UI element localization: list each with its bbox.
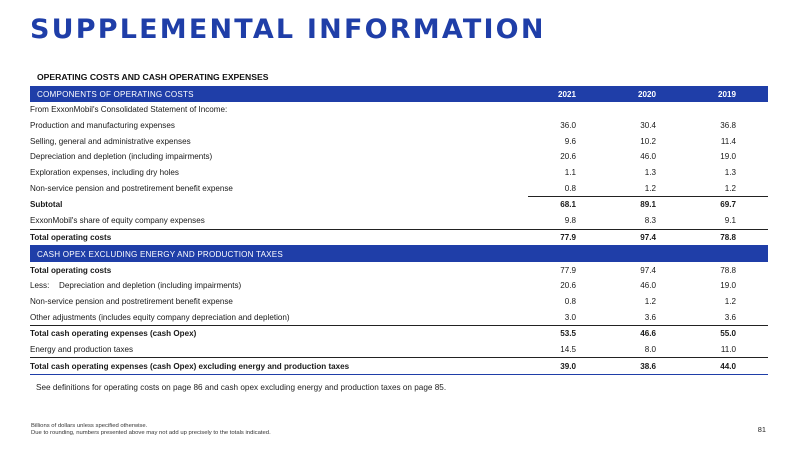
cell-value: 36.0 [560, 121, 576, 131]
cell-value: 14.5 [528, 341, 608, 359]
footnote: Billions of dollars unless specified oth… [31, 423, 148, 429]
row-label: Non-service pension and postretirement b… [30, 296, 233, 306]
cell-value: 69.7 [688, 196, 768, 213]
table-row: Selling, general and administrative expe… [30, 133, 768, 149]
cell-value: 36.8 [720, 121, 736, 131]
less-prefix: Less: [30, 281, 50, 291]
footnotes: Billions of dollars unless specified oth… [31, 423, 271, 438]
cell-value: 30.4 [640, 121, 656, 131]
cell-value: 19.0 [720, 152, 736, 162]
row-label: Depreciation and depletion (including im… [59, 281, 242, 291]
row-label: Exploration expenses, including dry hole… [30, 168, 179, 178]
cell-value: 89.1 [608, 196, 688, 213]
row-label-less: Less: Depreciation and depletion (includ… [30, 278, 528, 294]
cell-value: 44.0 [688, 357, 768, 375]
cell-value: 11.4 [720, 136, 736, 146]
cell-value: 1.2 [644, 296, 656, 306]
row-label: Total operating costs [30, 265, 112, 275]
cell-value: 3.6 [608, 309, 688, 326]
cell-value: 53.5 [560, 329, 576, 339]
year-header: 2020 [608, 86, 688, 102]
cell-value: 1.1 [564, 168, 576, 178]
cell-value: 20.6 [560, 152, 576, 162]
cell-value: 19.0 [720, 281, 736, 291]
row-label: Depreciation and depletion (including im… [30, 152, 213, 162]
row-label: From ExxonMobil's Consolidated Statement… [30, 105, 228, 115]
footnote: Due to rounding, numbers presented above… [31, 430, 271, 437]
section-header-cash-opex: CASH OPEX EXCLUDING ENERGY AND PRODUCTIO… [30, 245, 768, 263]
table-row: Other adjustments (includes equity compa… [30, 309, 768, 326]
table-row: Non-service pension and postretirement b… [30, 294, 768, 310]
cell-value: 1.2 [724, 296, 736, 306]
section-header-components: COMPONENTS OF OPERATING COSTS 2021 2020 … [30, 86, 768, 102]
row-label: Energy and production taxes [30, 341, 528, 359]
page-number: 81 [757, 425, 766, 434]
definitions-note: See definitions for operating costs on p… [36, 383, 447, 392]
cell-value: 77.9 [560, 265, 576, 275]
cell-value: 1.3 [644, 168, 656, 178]
year-header: 2019 [688, 86, 768, 102]
cell-value: 46.0 [640, 281, 656, 291]
year-header: 2021 [528, 86, 608, 102]
cell-value: 11.0 [688, 341, 768, 359]
table-row: From ExxonMobil's Consolidated Statement… [30, 102, 768, 118]
table-row: Total operating costs 77.9 97.4 78.8 [30, 262, 768, 278]
cell-value: 9.1 [688, 212, 768, 230]
cell-value: 3.0 [528, 309, 608, 326]
row-label: Total cash operating expenses (cash Opex… [30, 329, 197, 339]
subtotal-row: Subtotal 68.1 89.1 69.7 [30, 196, 768, 213]
total-row: Total cash operating expenses (cash Opex… [30, 357, 768, 375]
cell-value: 97.4 [608, 229, 688, 247]
row-label: Total cash operating expenses (cash Opex… [30, 357, 528, 375]
table-row: Exploration expenses, including dry hole… [30, 165, 768, 181]
cell-value: 39.0 [528, 357, 608, 375]
row-label: Other adjustments (includes equity compa… [30, 309, 528, 326]
page-title: SUPPLEMENTAL INFORMATION [30, 14, 546, 45]
cell-value: 78.8 [688, 229, 768, 247]
cell-value: 97.4 [640, 265, 656, 275]
cell-value: 77.9 [528, 229, 608, 247]
cell-value: 0.8 [564, 296, 576, 306]
cell-value: 10.2 [640, 136, 656, 146]
cell-value: 3.6 [688, 309, 768, 326]
total-row: Total operating costs 77.9 97.4 78.8 [30, 229, 768, 247]
table-row: Non-service pension and postretirement b… [30, 180, 768, 196]
row-label: Subtotal [30, 200, 63, 210]
cell-value: 8.3 [608, 212, 688, 230]
cell-value: 9.8 [528, 212, 608, 230]
cell-value: 38.6 [608, 357, 688, 375]
table-row: Less: Depreciation and depletion (includ… [30, 278, 768, 294]
row-label: Non-service pension and postretirement b… [30, 184, 233, 194]
section-header-label: COMPONENTS OF OPERATING COSTS [30, 86, 528, 102]
cell-value: 9.6 [564, 136, 576, 146]
row-label: Selling, general and administrative expe… [30, 136, 191, 146]
cell-value: 20.6 [560, 281, 576, 291]
cell-value: 1.2 [724, 183, 736, 193]
row-label: Total operating costs [30, 229, 528, 247]
table-row: ExxonMobil's share of equity company exp… [30, 212, 768, 230]
row-label: ExxonMobil's share of equity company exp… [30, 212, 528, 230]
table-subheading: OPERATING COSTS AND CASH OPERATING EXPEN… [37, 72, 269, 82]
cell-value: 0.8 [564, 183, 576, 193]
operating-costs-table: COMPONENTS OF OPERATING COSTS 2021 2020 … [30, 86, 768, 375]
table-row: Production and manufacturing expenses 36… [30, 118, 768, 134]
row-label: Production and manufacturing expenses [30, 121, 175, 131]
cell-value: 68.1 [528, 196, 608, 213]
cell-value: 8.0 [608, 341, 688, 359]
section-header-label: CASH OPEX EXCLUDING ENERGY AND PRODUCTIO… [30, 245, 768, 263]
table-row: Energy and production taxes 14.5 8.0 11.… [30, 341, 768, 359]
total-row: Total cash operating expenses (cash Opex… [30, 325, 768, 341]
cell-value: 78.8 [720, 265, 736, 275]
table-row: Depreciation and depletion (including im… [30, 149, 768, 165]
cell-value: 1.3 [724, 168, 736, 178]
cell-value: 46.6 [640, 329, 656, 339]
cell-value: 55.0 [720, 329, 736, 339]
cell-value: 1.2 [644, 183, 656, 193]
cell-value: 46.0 [640, 152, 656, 162]
